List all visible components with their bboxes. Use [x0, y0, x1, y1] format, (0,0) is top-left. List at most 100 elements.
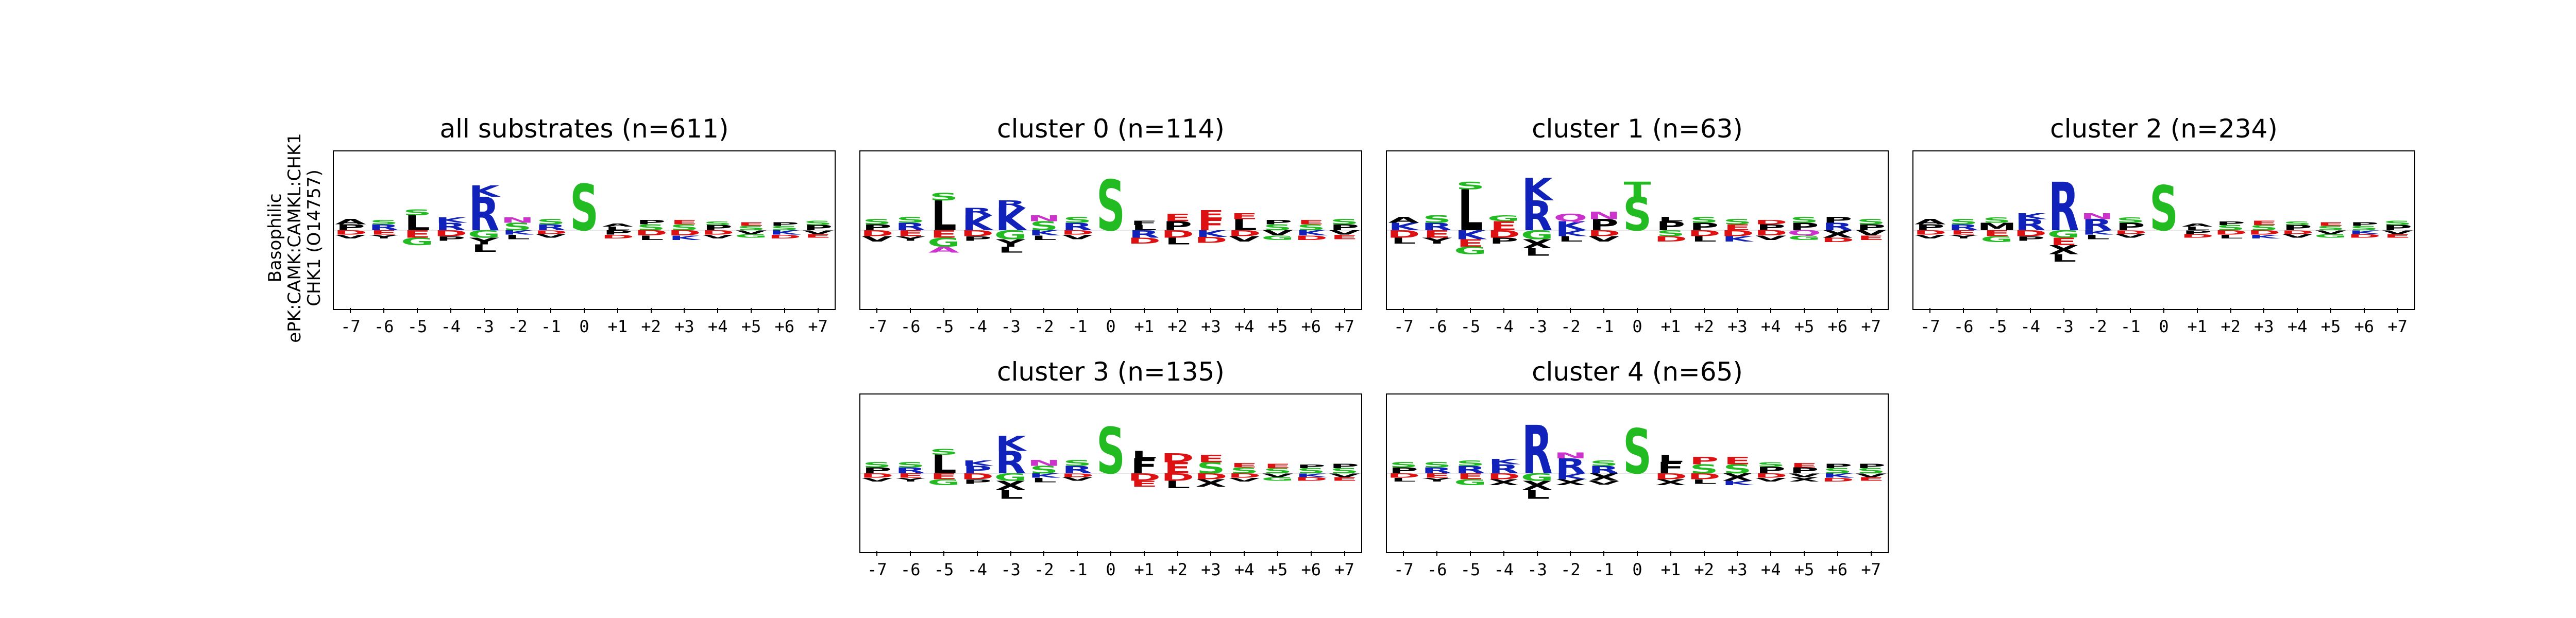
logo-letter-s: S [536, 218, 565, 226]
axis-tick-label: -5 [407, 317, 428, 336]
axis-tick [876, 308, 878, 313]
logo-letter-s: S [1857, 467, 1886, 475]
logo-letter-d: D [860, 472, 893, 479]
axis-tick-label: +3 [1201, 560, 1221, 579]
axis-tick [2263, 308, 2265, 313]
axis-tick-label: -4 [967, 560, 988, 579]
logo-letter-a: A [1914, 218, 1945, 226]
axis-tick [684, 308, 685, 313]
axis-tick [1570, 551, 1571, 556]
axis-tick [1996, 308, 1997, 313]
row-label-family: ePK:CAMK:CAMKL:CHK1 [284, 133, 305, 343]
logo-letter-s: S [2316, 225, 2345, 232]
axis-tick [1143, 308, 1145, 313]
logo-letter-e: E [1724, 455, 1751, 467]
logo-letter-e: E [2250, 219, 2278, 227]
axis-tick-label: -7 [1394, 560, 1414, 579]
logo-letter-r: R [1062, 221, 1093, 233]
logo-letter-y: Y [995, 237, 1026, 249]
axis-tick [2096, 308, 2098, 313]
logo-letter-l: L [1131, 224, 1157, 232]
axis-tick-label: -3 [1527, 560, 1547, 579]
logo-letter-s: S [1589, 459, 1618, 468]
logo-letter-e: E [1857, 476, 1885, 482]
logo-letter-p: P [1689, 221, 1719, 233]
logo-letter-d: D [2247, 229, 2280, 236]
logo-letter-k: K [1522, 173, 1554, 208]
logo-letter-s: S [1096, 415, 1125, 489]
axis-tick-label: +4 [707, 317, 728, 336]
axis-tick [2163, 308, 2164, 313]
logo-letter-s: S [2116, 216, 2145, 225]
axis-tick [1177, 308, 1178, 313]
axis-tick-label: -6 [1427, 560, 1447, 579]
axis-tick-label: +4 [2287, 317, 2308, 336]
logo-letter-p: P [636, 219, 666, 226]
logo-letter-y: Y [369, 234, 399, 239]
logo-letter-s: S [2283, 220, 2312, 226]
axis-tick-label: -2 [1034, 317, 1054, 336]
logo-letter-l: L [2084, 234, 2110, 241]
axis-tick-label: +1 [1134, 560, 1155, 579]
logo-letter-y: Y [895, 477, 926, 483]
logo-letter-s: S [1230, 466, 1259, 475]
logo-letter-e: E [1331, 234, 1358, 241]
logo-letter-p: P [1330, 462, 1359, 470]
axis-tick-label: +2 [2221, 317, 2241, 336]
logo-letter-x: X [1722, 472, 1753, 484]
logo-letter-l: L [2051, 252, 2076, 264]
logo-letter-v: V [2382, 229, 2413, 235]
logo-letter-t: T [1624, 178, 1651, 201]
logo-letter-l: L [1524, 246, 1550, 258]
logo-letter-r: R [962, 206, 993, 218]
logo-letter-d: D [961, 229, 994, 238]
logo-letter-n: N [1554, 451, 1587, 460]
logo-letter-l: L [638, 234, 664, 242]
logo-letter-r: R [535, 222, 566, 232]
logo-letter-v: V [1588, 480, 1619, 486]
logo-letter-v: V [1856, 229, 1887, 237]
axis-tick-label: +3 [2254, 317, 2274, 336]
logo-letter-r: R [2048, 169, 2079, 246]
logo-letter-d: D [668, 229, 701, 237]
logo-letter-s: S [1330, 467, 1359, 475]
logo-letter-g: G [1980, 235, 2013, 244]
logo-letter-p: P [1389, 466, 1418, 475]
logo-letter-d: D [1821, 477, 1854, 483]
axis-tick [943, 308, 944, 313]
logo-letter-x: X [2048, 243, 2079, 257]
logo-letter-d: D [2348, 233, 2381, 239]
axis-tick-label: +5 [741, 317, 761, 336]
logo-letter-r: R [1555, 454, 1586, 478]
logo-letter-d: D [768, 234, 801, 239]
axis-tick-label: 0 [1106, 560, 1116, 579]
axis-tick-label: +7 [1334, 560, 1354, 579]
logo-letter-s: S [1263, 467, 1292, 475]
logo-letter-k: K [1296, 472, 1328, 478]
logo-letter-e: E [1423, 229, 1451, 241]
axis-tick [1637, 551, 1638, 556]
logo-letter-d: D [1821, 236, 1854, 244]
logo-letter-e: E [1423, 472, 1451, 479]
logo-letter-e: E [1724, 222, 1751, 232]
logo-letter-d: D [961, 472, 994, 481]
logo-letter-y: Y [1422, 236, 1452, 246]
logo-letter-v: V [1329, 472, 1360, 478]
logo-letter-d: D [1194, 235, 1227, 245]
logo-letter-k: K [669, 234, 701, 242]
logo-letter-v: V [1789, 472, 1820, 478]
axis-tick [1804, 551, 1805, 556]
axis-tick-label: +2 [1167, 560, 1188, 579]
axis-tick-label: -3 [1001, 560, 1021, 579]
logo-letter-s: S [703, 220, 732, 226]
axis-tick [1703, 308, 1705, 313]
axis-tick [751, 308, 752, 313]
logo-letter-s: S [1857, 218, 1886, 226]
logo-letter-p: P [962, 235, 992, 243]
logo-letter-y: Y [469, 236, 499, 247]
axis-tick [383, 308, 385, 313]
logo-letter-r: R [435, 221, 466, 233]
logo-letter-p: P [1689, 455, 1719, 467]
